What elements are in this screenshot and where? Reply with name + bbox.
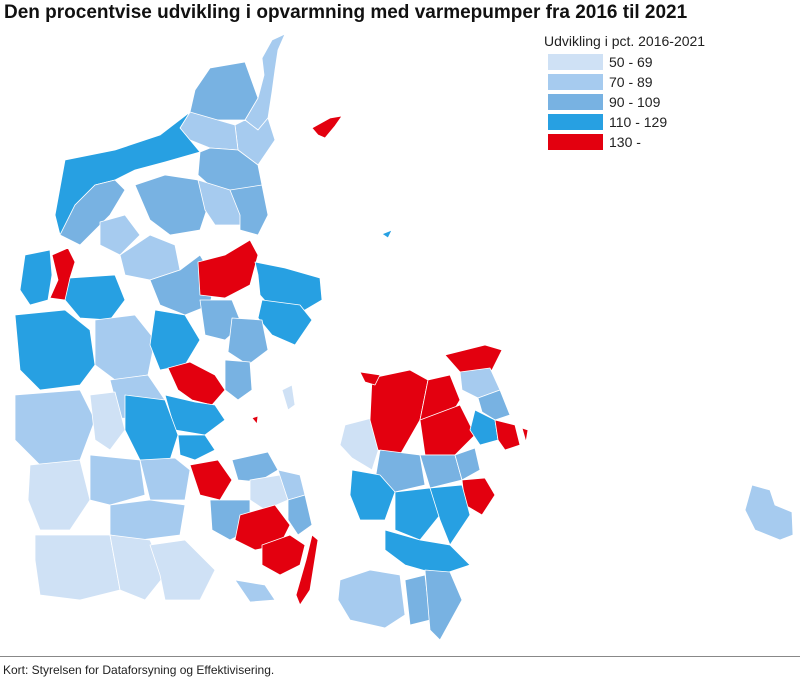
region-halsnaes (444, 344, 503, 373)
legend-item: 70 - 89 (548, 72, 705, 92)
legend-label: 110 - 129 (609, 114, 668, 130)
region-syddjurs (257, 299, 313, 346)
region-norddjurs (254, 261, 323, 313)
region-roskilde (419, 404, 476, 456)
region-holbaek (369, 369, 429, 456)
source-note: Kort: Styrelsen for Dataforsyning og Eff… (3, 663, 275, 677)
region-hjorring (189, 61, 259, 121)
legend-label: 90 - 109 (609, 94, 661, 110)
region-herning (94, 314, 156, 381)
region-tonder (34, 534, 121, 601)
region-bornholm (744, 484, 794, 541)
region-esbjerg (27, 459, 91, 531)
map-legend: Udvikling i pct. 2016-2021 50 - 69 70 - … (544, 33, 705, 152)
region-ringkobing (14, 309, 96, 391)
region-nyborg (287, 494, 313, 536)
region-langeland (295, 534, 319, 606)
region-dragoer (521, 427, 529, 443)
region-sonderborg (149, 539, 216, 601)
legend-item: 50 - 69 (548, 52, 705, 72)
legend-swatch (548, 74, 603, 90)
region-fredericia (177, 434, 216, 461)
legend-label: 70 - 89 (609, 74, 653, 90)
region-samsoe (281, 384, 296, 411)
region-holstebro (64, 274, 126, 321)
map-title: Den procentvise udvikling i opvarmning m… (4, 2, 688, 23)
region-silkeborg (149, 309, 201, 371)
region-vesthimmerland (134, 174, 211, 236)
region-copenhagen (469, 409, 499, 446)
region-vejen (89, 454, 146, 506)
region-odsherred (359, 371, 381, 386)
legend-item: 130 - (548, 132, 705, 152)
legend-swatch (548, 114, 603, 130)
legend-swatch (548, 94, 603, 110)
region-aabenraa (109, 534, 166, 601)
legend-item: 110 - 129 (548, 112, 705, 132)
region-middelfart (189, 459, 233, 501)
denmark-choropleth-map (14, 33, 794, 641)
region-falster (424, 569, 463, 641)
region-mariagerfjord (229, 184, 269, 236)
legend-swatch (548, 134, 603, 150)
legend-label: 130 - (609, 134, 641, 150)
region-naestved (394, 487, 441, 541)
region-ringsted (419, 454, 463, 489)
region-haderslev (109, 499, 186, 541)
region-vordingborg (384, 529, 471, 576)
region-odder (224, 359, 253, 401)
region-varde (14, 389, 96, 466)
legend-title: Udvikling i pct. 2016-2021 (544, 33, 706, 49)
region-skanderborg (167, 361, 226, 406)
region-svendborg (261, 534, 306, 576)
region-aarhus (227, 317, 269, 366)
region-faxe (429, 484, 471, 546)
region-koge (454, 447, 481, 481)
region-thisted (59, 179, 126, 246)
legend-swatch (548, 54, 603, 70)
region-lolland (337, 569, 406, 629)
region-aeroe (234, 579, 276, 603)
region-anholt (381, 229, 393, 239)
region-billund (89, 391, 126, 451)
legend-label: 50 - 69 (609, 54, 653, 70)
region-amager (494, 419, 521, 451)
region-laesoe (311, 115, 343, 139)
region-nordfyns (231, 451, 279, 483)
region-north-copenhagen (477, 389, 511, 421)
footer-divider (0, 656, 800, 657)
region-odense (249, 474, 289, 511)
legend-item: 90 - 109 (548, 92, 705, 112)
region-lemvig (19, 249, 53, 306)
region-randers (197, 239, 259, 299)
region-kolding (139, 457, 191, 501)
region-morsoe (99, 214, 141, 256)
region-slagelse (349, 469, 396, 521)
region-tunoe (251, 415, 259, 425)
